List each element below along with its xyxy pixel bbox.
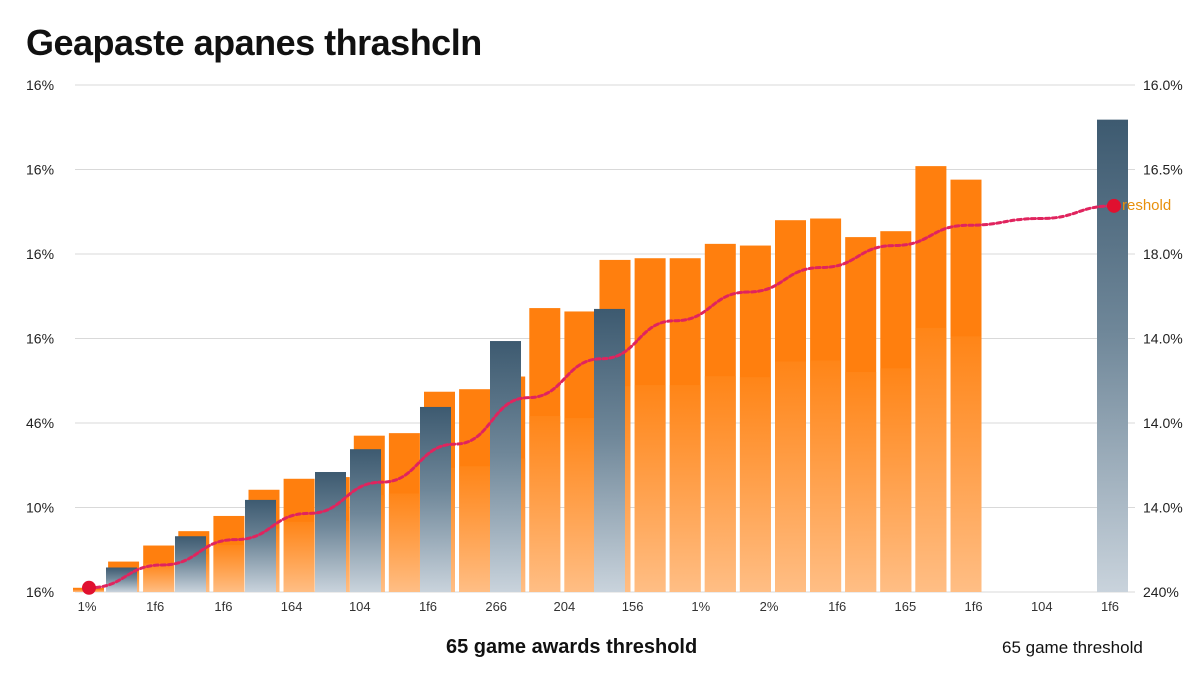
x-tick-label: 1f6 [828,599,846,614]
orange-bar-fade [143,563,175,592]
x-tick-label: 104 [1031,599,1053,614]
slate-bar [420,406,451,592]
secondary-caption: 65 game threshold [1002,638,1143,657]
left-tick-label: 46% [26,415,54,431]
orange-bar-fade [529,415,561,592]
x-tick-label: 1f6 [965,599,983,614]
x-tick-label: 1f6 [146,599,164,614]
right-tick-label: 16.5% [1143,162,1183,178]
left-tick-label: 16% [26,331,54,347]
left-tick-label: 16% [26,162,54,178]
x-axis-label: 65 game awards threshold [446,636,698,658]
x-tick-label: 104 [349,599,371,614]
orange-bar-fade [388,493,420,592]
orange-bar-fade [213,544,245,592]
left-tick-label: 16% [26,246,54,262]
left-tick-label: 10% [26,500,54,516]
slate-bar [594,308,625,592]
orange-bar-fade [880,368,912,592]
threshold-label: reshold [1122,197,1171,214]
tick-labels: 16% 16% 16% 16% 46% 10% 16% 16.0% 16.5% 18.0% 14.0… [26,77,1183,614]
x-tick-label: 1% [691,599,710,614]
orange-bar-fade [669,385,701,592]
orange-bar-fade [915,327,947,592]
orange-bar-fade [634,385,666,592]
right-tick-label: 16.0% [1143,77,1183,93]
right-tick-label: 14.0% [1143,500,1183,516]
x-tick-label: 156 [622,599,644,614]
x-tick-label: 2% [760,599,779,614]
slate-bar [106,567,137,592]
x-tick-label: 165 [895,599,917,614]
orange-bar-fade [810,360,842,592]
x-tick-label: 204 [554,599,576,614]
slate-bar [490,341,521,592]
x-tick-label: 1f6 [1101,599,1119,614]
right-tick-label: 240% [1143,584,1179,600]
orange-bar-fade [739,377,771,592]
orange-bar-fade [950,336,982,592]
left-tick-label: 16% [26,77,54,93]
x-tick-label: 1f6 [214,599,232,614]
bars-group [73,119,1128,593]
right-tick-label: 18.0% [1143,246,1183,262]
orange-bar-fade [775,361,806,592]
x-tick-label: 1% [78,599,97,614]
threshold-line [87,204,1116,590]
slate-bar [175,536,206,592]
orange-bar-fade [459,466,491,592]
slate-bar [315,472,346,592]
right-tick-label: 14.0% [1143,415,1183,431]
orange-bar-fade [283,521,315,592]
slate-bar [350,449,381,592]
threshold-start-marker [82,580,96,595]
right-tick-label: 14.0% [1143,331,1183,347]
slate-bar [245,499,276,592]
slate-bar [1097,119,1128,593]
threshold-end-marker [1107,198,1121,213]
orange-bar-fade [704,376,736,592]
chart-title: Geapaste apanes thrashcln [26,22,482,63]
x-tick-label: 1f6 [419,599,437,614]
orange-bar-fade [564,418,596,592]
x-tick-label: 266 [485,599,507,614]
threshold-line-group: reshold [82,197,1171,595]
x-tick-label: 164 [281,599,303,614]
left-tick-label: 16% [26,584,54,600]
orange-bar-fade [845,371,877,592]
